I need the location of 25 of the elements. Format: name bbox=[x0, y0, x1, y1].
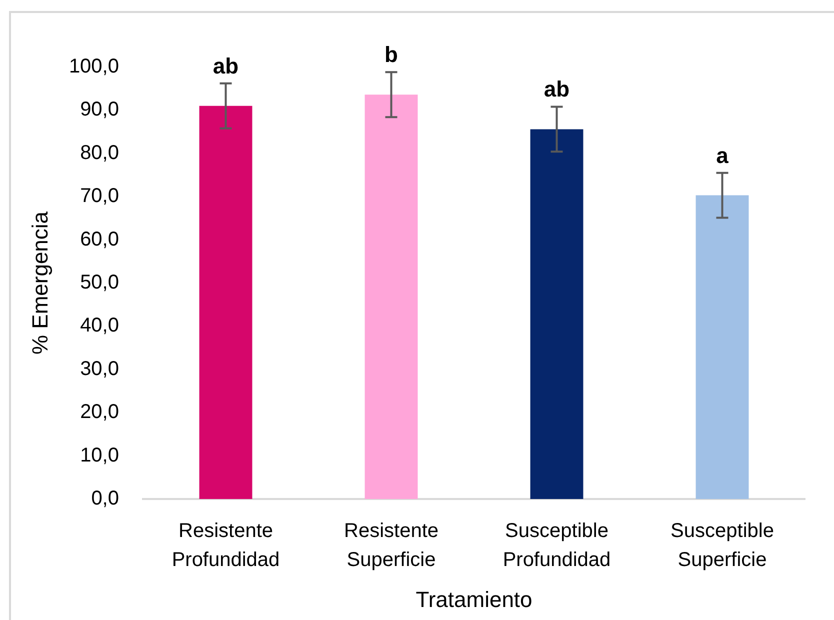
x-tick-label: Susceptible Superficie bbox=[670, 520, 774, 572]
y-tick-label: 0,0 bbox=[91, 488, 119, 510]
y-tick-label: 60,0 bbox=[80, 228, 119, 250]
annotation: a bbox=[716, 142, 730, 168]
annotation: b bbox=[384, 42, 398, 68]
x-tick-label: Resistente Superficie bbox=[344, 520, 438, 572]
y-tick-label: 10,0 bbox=[80, 444, 119, 466]
y-axis-title: % Emergencia bbox=[27, 210, 52, 355]
y-tick-label: 40,0 bbox=[80, 314, 119, 337]
y-tick-label: 90,0 bbox=[80, 98, 119, 121]
y-tick-label: 100,0 bbox=[68, 56, 119, 78]
y-tick-label: 30,0 bbox=[80, 358, 119, 380]
bar bbox=[696, 195, 749, 499]
bar bbox=[530, 129, 584, 499]
annotation: ab bbox=[544, 76, 570, 102]
bar bbox=[199, 106, 252, 499]
bar bbox=[364, 94, 418, 499]
y-tick-label: 50,0 bbox=[80, 272, 119, 294]
y-tick-label: 20,0 bbox=[80, 401, 119, 424]
x-axis-title: Tratamiento bbox=[416, 586, 532, 612]
y-tick-label: 70,0 bbox=[80, 185, 119, 208]
x-tick-label: Resistente Profundidad bbox=[172, 520, 280, 572]
annotation: ab bbox=[212, 53, 239, 78]
y-tick-label: 80,0 bbox=[80, 142, 119, 164]
x-tick-label: Susceptible Profundidad bbox=[502, 520, 611, 572]
